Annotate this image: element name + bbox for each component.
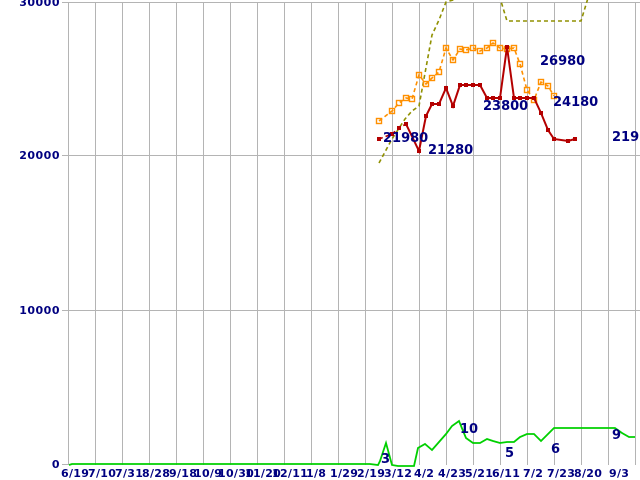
- x-axis-label-20: 9/3: [609, 467, 630, 480]
- x-axis-label-14: 4/23: [438, 467, 467, 480]
- x-axis-label-16: 6/11: [492, 467, 521, 480]
- data-label-price-0: 21980: [383, 131, 429, 146]
- data-label-price-4: 24180: [553, 95, 599, 110]
- x-axis-label-13: 4/2: [414, 467, 435, 480]
- data-label-volume-2: 5: [505, 446, 515, 461]
- x-axis-label-19: 8/20: [574, 467, 603, 480]
- x-axis-label-10: 1/29: [330, 467, 359, 480]
- data-label-price-5: 21980: [612, 130, 640, 145]
- series-price-primary-markers: [377, 45, 577, 153]
- series-price-high-markers: [375, 39, 558, 125]
- data-label-volume-0: 3: [381, 452, 391, 467]
- x-axis-label-1: 7/10: [88, 467, 117, 480]
- x-axis-label-7: 11/20: [245, 467, 282, 480]
- horizontal-gridlines: [68, 2, 640, 311]
- x-axis-label-18: 7/23: [547, 467, 576, 480]
- x-axis-label-5: 10/9: [194, 467, 223, 480]
- x-axis-label-2: 7/31: [115, 467, 144, 480]
- x-axis-label-17: 7/2: [523, 467, 544, 480]
- y-axis-label-30000: 30000: [19, 0, 60, 9]
- data-label-volume-4: 9: [612, 428, 622, 443]
- x-axis-label-0: 6/19: [61, 467, 90, 480]
- series-price-highest-line: [378, 0, 589, 164]
- y-axis-label-10000: 10000: [19, 304, 60, 317]
- y-axis-label-0: 0: [51, 458, 60, 471]
- series-price-high-line: [378, 41, 555, 122]
- vertical-gridlines: [68, 2, 636, 465]
- series-volume-line: [68, 419, 635, 467]
- data-label-price-2: 23800: [483, 99, 529, 114]
- y-axis-ticks: [62, 2, 68, 465]
- data-label-volume-3: 6: [551, 442, 561, 457]
- data-label-price-3: 26980: [540, 54, 586, 69]
- data-label-volume-1: 10: [460, 422, 479, 437]
- x-axis-label-12: 3/12: [384, 467, 413, 480]
- x-axis-label-9: 1/8: [306, 467, 327, 480]
- x-axis-label-6: 10/30: [218, 467, 255, 480]
- data-label-price-1: 21280: [428, 143, 474, 158]
- y-axis-label-20000: 20000: [19, 149, 60, 162]
- x-axis-label-15: 5/21: [465, 467, 494, 480]
- x-axis-label-11: 2/19: [357, 467, 386, 480]
- x-axis-label-3: 8/28: [142, 467, 171, 480]
- x-axis-label-8: 12/11: [272, 467, 309, 480]
- x-axis-label-4: 9/18: [169, 467, 198, 480]
